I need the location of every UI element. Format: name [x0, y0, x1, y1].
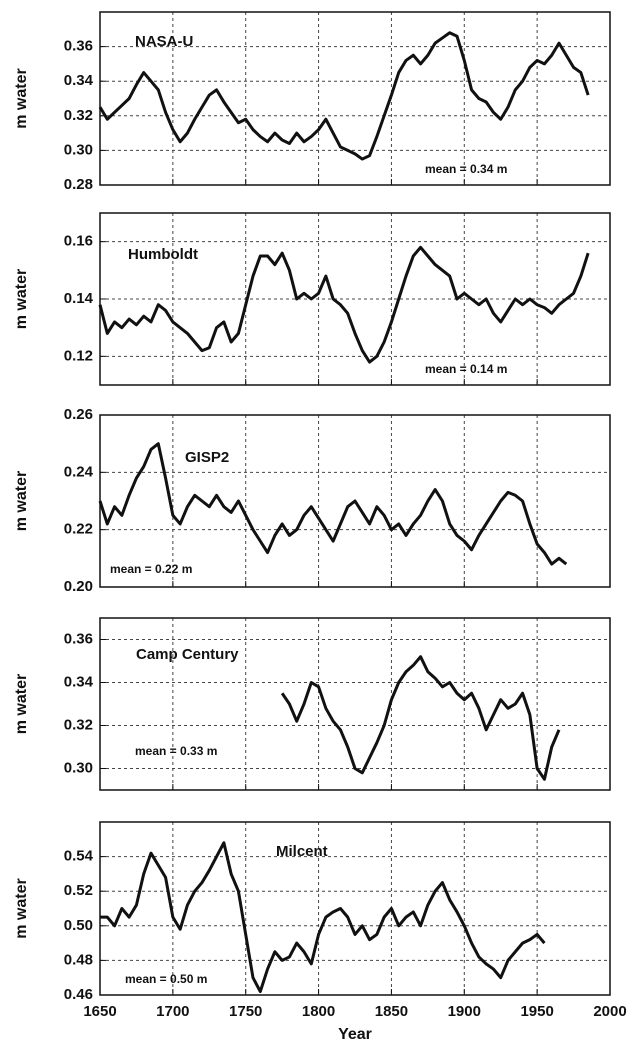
x-tick-label: 2000 [593, 1003, 626, 1020]
series-label: Milcent [276, 843, 328, 860]
x-tick-label: 1650 [83, 1003, 116, 1020]
y-tick-label: 0.16 [64, 233, 93, 250]
data-line [280, 655, 561, 781]
y-tick-label: 0.22 [64, 521, 93, 538]
y-tick-label: 0.48 [64, 951, 93, 968]
x-tick-label: 1850 [375, 1003, 408, 1020]
y-tick-label: 0.20 [64, 578, 93, 595]
y-axis-label: m water [13, 674, 30, 734]
data-line [98, 442, 568, 566]
x-axis-label: Year [338, 1026, 372, 1043]
y-axis-label: m water [13, 878, 30, 938]
x-tick-label: 1750 [229, 1003, 262, 1020]
x-tick-label: 1900 [448, 1003, 481, 1020]
mean-annotation: mean = 0.33 m [135, 744, 217, 758]
series-label: Humboldt [128, 246, 198, 263]
y-axis-label: m water [13, 269, 30, 329]
data-line [98, 245, 590, 364]
x-tick-label: 1800 [302, 1003, 335, 1020]
y-tick-label: 0.24 [64, 463, 94, 480]
y-tick-label: 0.26 [64, 406, 93, 423]
mean-annotation: mean = 0.34 m [425, 162, 507, 176]
plot-frame [99, 617, 611, 791]
y-tick-label: 0.36 [64, 38, 93, 55]
y-tick-label: 0.54 [64, 848, 94, 865]
data-line [100, 841, 546, 994]
y-tick-label: 0.14 [64, 290, 94, 307]
y-tick-label: 0.30 [64, 759, 93, 776]
series-label: Camp Century [136, 646, 239, 663]
y-tick-label: 0.34 [64, 72, 94, 89]
y-axis-label: m water [13, 471, 30, 531]
x-tick-label: 1950 [520, 1003, 553, 1020]
x-tick-label: 1700 [156, 1003, 189, 1020]
series-label: NASA-U [135, 33, 193, 50]
y-tick-label: 0.32 [64, 107, 93, 124]
y-tick-label: 0.28 [64, 176, 93, 193]
y-tick-label: 0.12 [64, 347, 93, 364]
y-tick-label: 0.34 [64, 673, 94, 690]
y-tick-label: 0.50 [64, 917, 93, 934]
data-line [98, 31, 590, 161]
mean-annotation: mean = 0.22 m [110, 562, 192, 576]
y-tick-label: 0.30 [64, 141, 93, 158]
mean-annotation: mean = 0.14 m [425, 362, 507, 376]
plot-frame [99, 821, 611, 996]
series-label: GISP2 [185, 449, 229, 466]
y-axis-label: m water [13, 68, 30, 128]
y-tick-label: 0.36 [64, 630, 93, 647]
y-tick-label: 0.32 [64, 716, 93, 733]
y-tick-label: 0.52 [64, 882, 93, 899]
mean-annotation: mean = 0.50 m [125, 972, 207, 986]
plot-frame [99, 11, 611, 186]
y-tick-label: 0.46 [64, 986, 93, 1003]
plot-frame [99, 212, 611, 386]
